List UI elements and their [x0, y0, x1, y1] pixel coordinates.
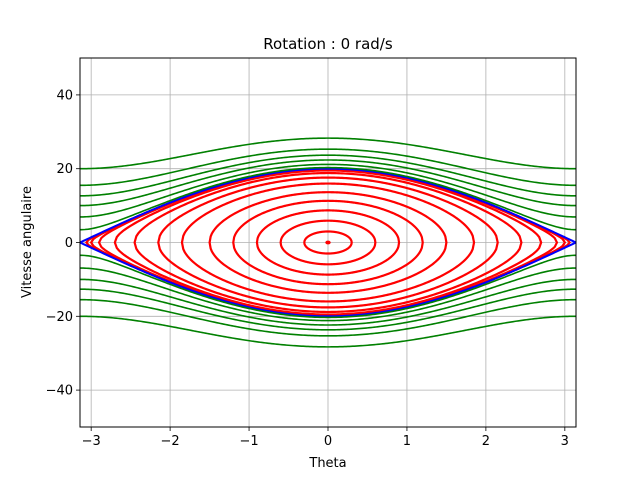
chart-title: Rotation : 0 rad/s [263, 35, 393, 53]
y-axis-ticks: −40 −20 0 20 40 [46, 88, 80, 399]
rotating-orbit-lower-curve [80, 315, 576, 348]
rotating-orbit-lower-curve [80, 254, 576, 319]
y-axis-label: Vitesse angulaire [20, 186, 35, 298]
rotating-orbit-lower-curve [80, 288, 576, 331]
y-tick-label: −40 [46, 384, 73, 399]
closed-orbit-curve [208, 191, 448, 294]
rotating-orbit-upper-curve [80, 163, 576, 218]
rotating-orbit-upper-curve [80, 159, 576, 207]
plot-area [79, 57, 577, 428]
x-axis-ticks: −3 −2 −1 0 1 2 3 [82, 427, 569, 449]
x-tick-label: −1 [239, 434, 258, 449]
x-tick-label: 2 [482, 434, 490, 449]
x-tick-label: −3 [82, 434, 101, 449]
rotating-orbit-upper-curve [80, 166, 576, 231]
rotating-orbit-upper-curve [80, 137, 576, 170]
closed-orbit-curve [325, 240, 331, 245]
separatrix-lower-curve [80, 241, 576, 318]
x-tick-label: 0 [324, 434, 332, 449]
rotating-orbit-lower-curve [80, 298, 576, 337]
closed-orbit-curve [279, 219, 377, 266]
x-axis-label: Theta [308, 456, 346, 471]
closed-orbit-curve [255, 209, 401, 276]
closed-orbit-curve [133, 171, 523, 314]
closed-orbit-curve [303, 230, 353, 255]
closed-orbit-curve [232, 199, 424, 286]
rotating-orbit-lower-curve [80, 267, 576, 322]
rotating-orbit-upper-curve [80, 148, 576, 187]
y-tick-label: −20 [46, 310, 73, 325]
separatrix-upper-curve [80, 167, 576, 244]
rotating-orbit-upper-curve [80, 154, 576, 197]
y-tick-label: 40 [56, 88, 73, 103]
closed-orbit-curve [157, 176, 499, 309]
x-tick-label: 3 [561, 434, 569, 449]
rotating-orbit-lower-curve [80, 278, 576, 326]
x-tick-label: 1 [403, 434, 411, 449]
y-tick-label: 0 [65, 236, 73, 251]
closed-orbit-curve [180, 182, 476, 303]
x-tick-label: −2 [161, 434, 180, 449]
closed-orbit-curve [113, 169, 543, 316]
y-tick-label: 20 [56, 162, 73, 177]
curves [80, 137, 576, 348]
